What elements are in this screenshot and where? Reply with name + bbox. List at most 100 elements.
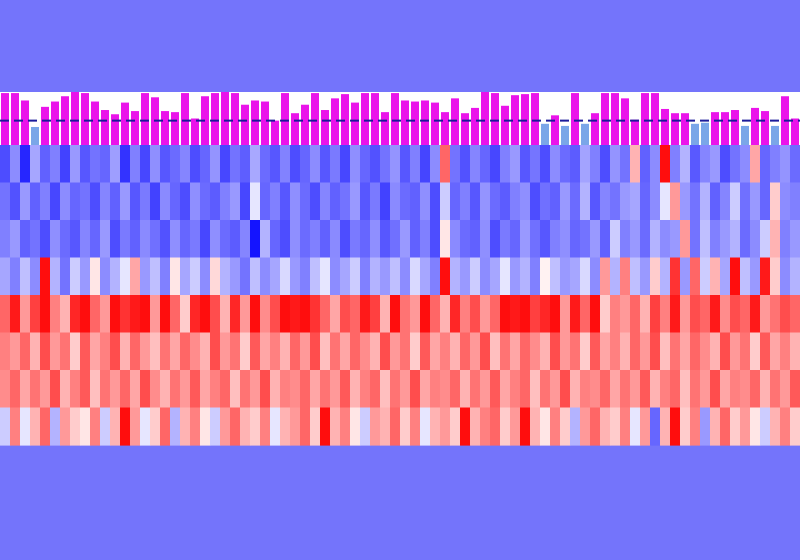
heatmap-cell (590, 407, 601, 446)
bar (341, 94, 349, 145)
heatmap-cell (70, 407, 81, 446)
heatmap-cell (680, 220, 691, 259)
heatmap-cell (370, 220, 381, 259)
heatmap-cell (130, 257, 141, 296)
heatmap-cell (720, 220, 731, 259)
heatmap-cell (610, 332, 621, 371)
heatmap-cell (490, 332, 501, 371)
heatmap-cell (280, 295, 291, 334)
heatmap-cell (400, 257, 411, 296)
bar (451, 98, 459, 145)
heatmap-cell (120, 407, 131, 446)
heatmap-cell (600, 220, 611, 259)
heatmap-cell (150, 295, 161, 334)
heatmap-cell (200, 257, 211, 296)
heatmap-cell (50, 257, 61, 296)
heatmap-cell (0, 370, 11, 409)
heatmap-cell (410, 295, 421, 334)
heatmap-cell (530, 332, 541, 371)
heatmap-cell (780, 332, 791, 371)
heatmap-cell (740, 220, 751, 259)
heatmap-cell (210, 257, 221, 296)
heatmap-cell (150, 257, 161, 296)
heatmap-cell (40, 257, 51, 296)
heatmap-cell (160, 407, 171, 446)
heatmap-cell (640, 220, 651, 259)
heatmap-cell (500, 145, 511, 184)
heatmap-cell (380, 182, 391, 221)
heatmap-cell (420, 220, 431, 259)
heatmap-cell (220, 220, 231, 259)
heatmap-cell (740, 295, 751, 334)
heatmap-cell (310, 145, 321, 184)
heatmap-cell (660, 407, 671, 446)
heatmap-cell (640, 145, 651, 184)
heatmap-cell (780, 220, 791, 259)
heatmap-cell (580, 370, 591, 409)
heatmap-cell (420, 332, 431, 371)
heatmap-cell (330, 332, 341, 371)
heatmap-cell (30, 407, 41, 446)
heatmap-cell (610, 407, 621, 446)
heatmap-cell (130, 407, 141, 446)
heatmap-cell (620, 295, 631, 334)
heatmap-cell (120, 295, 131, 334)
heatmap-cell (620, 220, 631, 259)
heatmap-cell (520, 295, 531, 334)
heatmap-cell (540, 295, 551, 334)
heatmap-cell (760, 407, 771, 446)
heatmap-cell (10, 220, 21, 259)
heatmap-cell (330, 370, 341, 409)
bar (361, 93, 369, 145)
heatmap-cell (200, 370, 211, 409)
heatmap-cell (160, 370, 171, 409)
heatmap-cell (190, 295, 201, 334)
heatmap-cell (750, 257, 761, 296)
heatmap-grid (0, 145, 800, 446)
heatmap-cell (790, 370, 800, 409)
heatmap-cell (550, 182, 561, 221)
bar (71, 92, 79, 145)
heatmap-cell (770, 182, 781, 221)
heatmap-cell (530, 407, 541, 446)
heatmap-cell (590, 182, 601, 221)
bar (611, 93, 619, 145)
heatmap-cell (90, 295, 101, 334)
bar (171, 112, 179, 145)
heatmap-cell (490, 145, 501, 184)
bar (541, 123, 549, 145)
heatmap-cell (550, 145, 561, 184)
heatmap-cell (390, 370, 401, 409)
heatmap-cell (440, 332, 451, 371)
heatmap-cell (690, 295, 701, 334)
heatmap-cell (300, 182, 311, 221)
heatmap-cell (260, 370, 271, 409)
bar (771, 125, 779, 145)
heatmap-cell (320, 220, 331, 259)
heatmap-cell (400, 182, 411, 221)
heatmap-cell (720, 370, 731, 409)
heatmap-cell (240, 220, 251, 259)
heatmap-cell (450, 332, 461, 371)
heatmap-cell (40, 370, 51, 409)
heatmap-cell (470, 220, 481, 259)
heatmap-cell (530, 220, 541, 259)
heatmap-cell (650, 220, 661, 259)
heatmap-cell (230, 332, 241, 371)
heatmap-cell (460, 182, 471, 221)
heatmap-cell (320, 145, 331, 184)
heatmap-cell (430, 407, 441, 446)
heatmap-cell (760, 220, 771, 259)
heatmap-cell (260, 145, 271, 184)
heatmap-cell (620, 145, 631, 184)
heatmap-cell (550, 370, 561, 409)
heatmap-cell (480, 370, 491, 409)
heatmap-cell (100, 182, 111, 221)
heatmap-cell (350, 332, 361, 371)
heatmap-cell (590, 295, 601, 334)
heatmap-cell (600, 295, 611, 334)
bar (581, 123, 589, 145)
bar (241, 104, 249, 145)
heatmap-cell (120, 220, 131, 259)
